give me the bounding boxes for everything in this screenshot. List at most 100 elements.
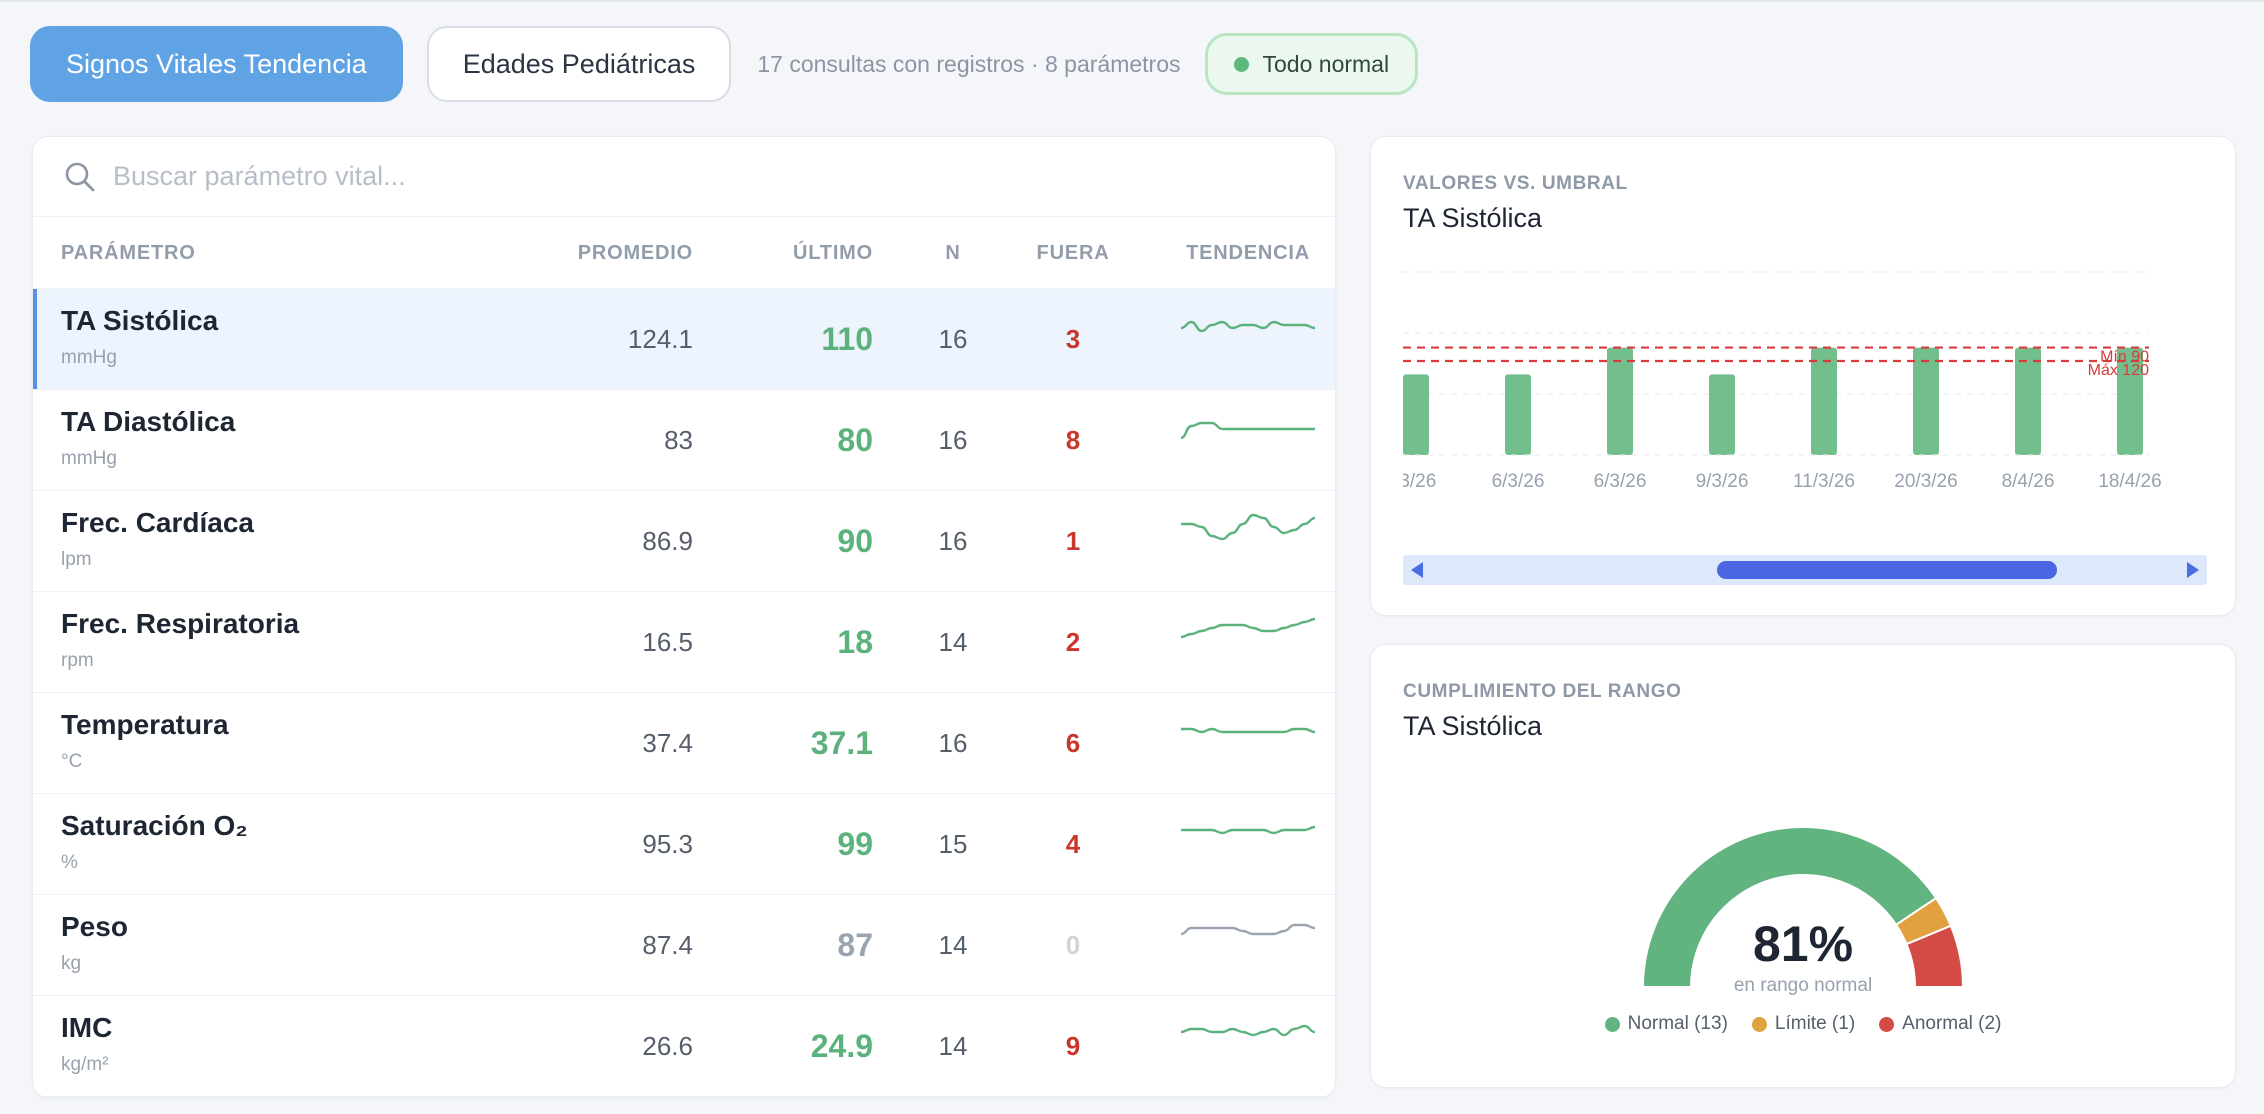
tab-edades-pediatricas[interactable]: Edades Pediátricas [426,26,732,102]
threshold-chart-card: VALORES VS. UMBRAL TA Sistólica '3/26 6/3… [1370,136,2236,616]
trend-sparkline [1181,825,1315,835]
parameter-unit: lpm [61,549,92,570]
range-gauge [1641,826,1965,988]
table-row[interactable]: Temperatura °C 37.4 37.1 16 6 [33,693,1335,794]
count-value: 14 [938,930,968,960]
x-tick-label: '3/26 [1403,471,1436,492]
average-value: 37.4 [642,728,693,758]
table-row[interactable]: IMC kg/m² 26.6 24.9 14 9 [33,996,1335,1097]
average-value: 87.4 [642,930,693,960]
legend-normal: Normal (13) [1604,1013,1728,1035]
trend-sparkline [1181,617,1315,639]
col-header-parametro[interactable]: PARÁMETRO [61,242,196,264]
parameter-name: TA Sistólica [61,305,219,336]
status-badge: Todo normal [1204,33,1419,95]
parameter-unit: % [61,852,78,873]
parameter-name: Saturación O₂ [61,810,248,841]
table-row[interactable]: Frec. Respiratoria rpm 16.5 18 14 2 [33,592,1335,693]
table-row[interactable]: Peso kg 87.4 87 14 0 [33,895,1335,996]
trend-sparkline [1181,421,1315,440]
average-value: 95.3 [642,829,693,859]
trend-sparkline [1181,513,1315,541]
chart-bar [1913,347,1939,455]
col-header-fuera[interactable]: FUERA [1036,242,1110,264]
trend-sparkline [1181,1024,1315,1037]
table-row[interactable]: Frec. Cardíaca lpm 86.9 90 16 1 [33,491,1335,592]
chart-scrollbar[interactable] [1403,555,2207,585]
sparkline-path [1181,617,1315,639]
gauge-segment-normal [1641,826,1938,988]
gauge-card-kicker: CUMPLIMIENTO DEL RANGO [1403,681,1682,702]
out-of-range-count: 8 [1065,425,1081,455]
gauge-card-title: TA Sistólica [1403,711,1543,741]
status-dot-icon [1233,56,1249,72]
x-tick-label: 20/3/26 [1894,471,1957,492]
scrollbar-thumb[interactable] [1717,561,2058,579]
sparkline-path [1181,421,1315,440]
last-value: 24.9 [810,1028,873,1064]
status-badge-label: Todo normal [1262,50,1390,77]
out-of-range-count: 4 [1065,829,1081,859]
trend-sparkline [1181,923,1315,936]
gauge-legend: Normal (13) Límite (1) Anormal (2) [1403,1013,2203,1035]
count-value: 14 [938,1031,968,1061]
table-row[interactable]: Saturación O₂% 95.3 99 15 4 [33,794,1335,895]
x-tick-label: 6/3/26 [1492,471,1545,492]
scroll-left-arrow-icon[interactable] [1411,562,1423,578]
table-row[interactable]: TA Sistólica mmHg 124.1 110 16 3 [33,289,1335,390]
chart-bar [1505,374,1531,455]
count-value: 16 [938,728,968,758]
count-value: 16 [938,526,968,556]
tab-signos-vitales[interactable]: Signos Vitales Tendencia [30,26,403,102]
average-value: 86.9 [642,526,693,556]
parameter-unit: °C [61,751,83,772]
last-value: 110 [821,321,873,357]
scroll-right-arrow-icon[interactable] [2187,562,2199,578]
chart-card-title: TA Sistólica [1403,203,1543,233]
average-value: 83 [664,425,693,455]
col-header-tendencia: TENDENCIA [1186,242,1310,264]
parameter-name: Frec. Respiratoria [61,608,300,639]
col-header-promedio[interactable]: PROMEDIO [577,242,693,264]
x-tick-label: 11/3/26 [1793,471,1855,492]
search-input[interactable] [113,161,1213,192]
count-value: 15 [938,829,968,859]
top-divider [0,0,2264,2]
legend-limite: Límite (1) [1751,1013,1855,1035]
last-value: 87 [837,927,873,963]
table-body: TA Sistólica mmHg 124.1 110 16 3 TA Diastólica… [33,289,1335,1097]
out-of-range-count: 1 [1065,526,1081,556]
table-header: PARÁMETRO PROMEDIO ÚLTIMO N FUERA TENDEN… [33,217,1335,289]
average-value: 124.1 [627,324,693,354]
parameter-name: IMC [61,1012,113,1043]
gauge-subtitle: en rango normal [1733,975,1873,996]
sparkline-path [1181,825,1315,835]
sparkline-path [1181,727,1315,734]
legend-anormal-dot [1879,1016,1895,1032]
sparkline-path [1181,923,1315,936]
chart-bar [1811,347,1837,455]
parameter-unit: mmHg [61,347,117,368]
legend-limite-dot [1751,1016,1767,1032]
col-header-ultimo[interactable]: ÚLTIMO [793,242,873,264]
last-value: 99 [837,826,873,862]
average-value: 16.5 [642,627,693,657]
search-bar [33,137,1335,217]
parameter-unit: kg/m² [61,1054,109,1075]
sparkline-path [1181,513,1315,541]
gauge-percent: 81% [1752,916,1854,972]
count-value: 16 [938,324,968,354]
chart-bar [1709,374,1735,455]
out-of-range-count: 9 [1065,1031,1081,1061]
chart-bar [1403,374,1429,455]
x-tick-label: 6/3/26 [1594,471,1647,492]
average-value: 26.6 [642,1031,693,1061]
col-header-n[interactable]: N [945,242,961,264]
parameter-unit: mmHg [61,448,117,469]
parameter-name: Frec. Cardíaca [61,507,254,538]
table-row[interactable]: TA Diastólica mmHg 83 80 16 8 [33,390,1335,491]
out-of-range-count: 2 [1065,627,1081,657]
sparkline-path [1181,1024,1315,1037]
x-tick-label: 18/4/26 [2098,471,2161,492]
records-summary: 17 consultas con registros · 8 parámetro… [757,50,1181,77]
